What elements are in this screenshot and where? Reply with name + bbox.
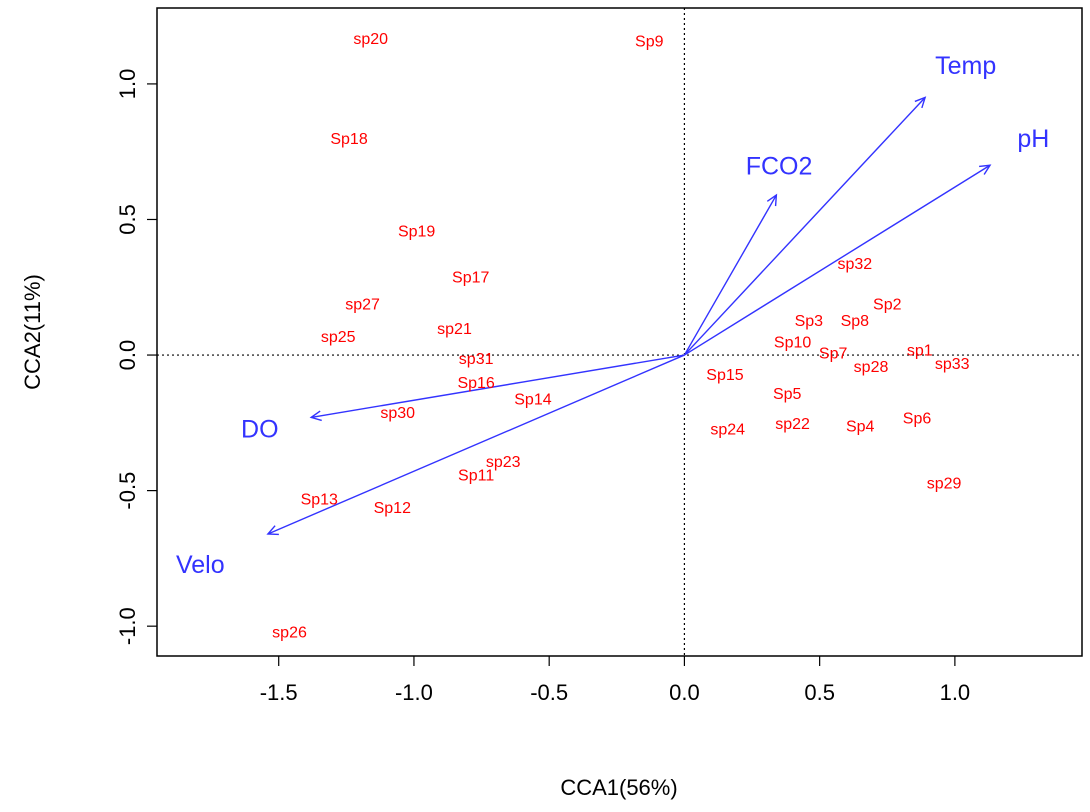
species-label: sp23 xyxy=(486,454,521,471)
species-label: Sp4 xyxy=(846,419,875,436)
arrow-head xyxy=(766,193,778,207)
plot-frame xyxy=(156,7,1083,657)
species-label: sp27 xyxy=(345,297,380,314)
x-tick-label: 0.0 xyxy=(669,680,700,705)
species-label: Sp14 xyxy=(514,391,551,408)
x-tick-label: -1.0 xyxy=(395,680,433,705)
species-label: sp31 xyxy=(459,351,494,368)
arrow-head xyxy=(979,164,992,175)
y-tick-label: 0.0 xyxy=(115,340,140,371)
species-label: Sp19 xyxy=(398,223,435,240)
y-tick-label: 0.5 xyxy=(115,204,140,235)
species-label: Sp3 xyxy=(795,313,824,330)
arrow-line xyxy=(267,354,685,535)
x-axis: -1.5 -1.0 -0.5 0.0 0.5 1.0 xyxy=(260,656,970,705)
species-label: Sp7 xyxy=(819,345,848,362)
species-label: Sp17 xyxy=(452,269,489,286)
env-label: Temp xyxy=(935,52,996,80)
env-label: Velo xyxy=(176,551,225,579)
species-label: Sp18 xyxy=(330,131,367,148)
arrow-head xyxy=(266,525,279,536)
arrow-line xyxy=(683,96,926,356)
arrow-line xyxy=(311,354,685,419)
x-tick-label: -0.5 xyxy=(530,680,568,705)
species-label: Sp6 xyxy=(903,410,932,427)
species-label: sp1 xyxy=(907,343,933,360)
env-vector-temp: Temp xyxy=(683,52,996,356)
species-label: sp22 xyxy=(775,416,810,433)
species-label: Sp10 xyxy=(774,334,811,351)
x-tick-label: 0.5 xyxy=(804,680,835,705)
y-axis: -1.0 -0.5 0.0 0.5 1.0 xyxy=(115,69,157,645)
species-label: Sp5 xyxy=(773,386,802,403)
species-label: sp24 xyxy=(710,421,745,438)
species-label: sp33 xyxy=(935,356,970,373)
arrow-line xyxy=(684,164,991,356)
species-label: Sp11 xyxy=(458,467,494,484)
env-vector-velo: Velo xyxy=(176,354,685,579)
species-label: sp21 xyxy=(437,321,472,338)
species-label: sp32 xyxy=(837,256,872,273)
species-labels: sp20 Sp9 Sp18 Sp19 Sp17 sp27 sp25 sp21 sp31 Sp16 S… xyxy=(272,31,969,642)
env-vector-do: DO xyxy=(241,354,685,443)
env-label: FCO2 xyxy=(746,152,813,180)
species-label: Sp16 xyxy=(457,375,494,392)
species-label: Sp8 xyxy=(841,313,870,330)
arrow-head xyxy=(914,96,927,109)
species-label: Sp15 xyxy=(706,367,743,384)
env-label: pH xyxy=(1017,125,1049,153)
species-label: sp30 xyxy=(380,405,415,422)
x-axis-title: CCA1(56%) xyxy=(560,775,677,800)
x-tick-label: -1.5 xyxy=(260,680,298,705)
species-label: Sp2 xyxy=(873,297,902,314)
x-tick-label: 1.0 xyxy=(940,680,971,705)
species-label: sp25 xyxy=(321,329,356,346)
y-axis-title: CCA2(11%) xyxy=(20,274,45,390)
reference-lines xyxy=(157,8,1082,656)
species-label: sp20 xyxy=(353,31,388,48)
y-tick-label: 1.0 xyxy=(115,69,140,100)
species-label: Sp12 xyxy=(374,500,411,517)
species-label: Sp9 xyxy=(635,34,664,51)
env-label: DO xyxy=(241,415,279,443)
environment-vectors: Temp pH FCO2 DO Velo xyxy=(176,52,1049,579)
species-label: Sp13 xyxy=(301,492,338,509)
env-vector-ph: pH xyxy=(684,125,1049,356)
species-label: sp29 xyxy=(927,475,962,492)
arrow-head xyxy=(309,410,322,422)
arrow-line xyxy=(683,194,777,356)
y-tick-label: -1.0 xyxy=(115,607,140,645)
species-label: sp26 xyxy=(272,625,307,642)
y-tick-label: -0.5 xyxy=(115,472,140,510)
env-vector-fco2: FCO2 xyxy=(683,152,813,356)
species-label: sp28 xyxy=(854,359,889,376)
